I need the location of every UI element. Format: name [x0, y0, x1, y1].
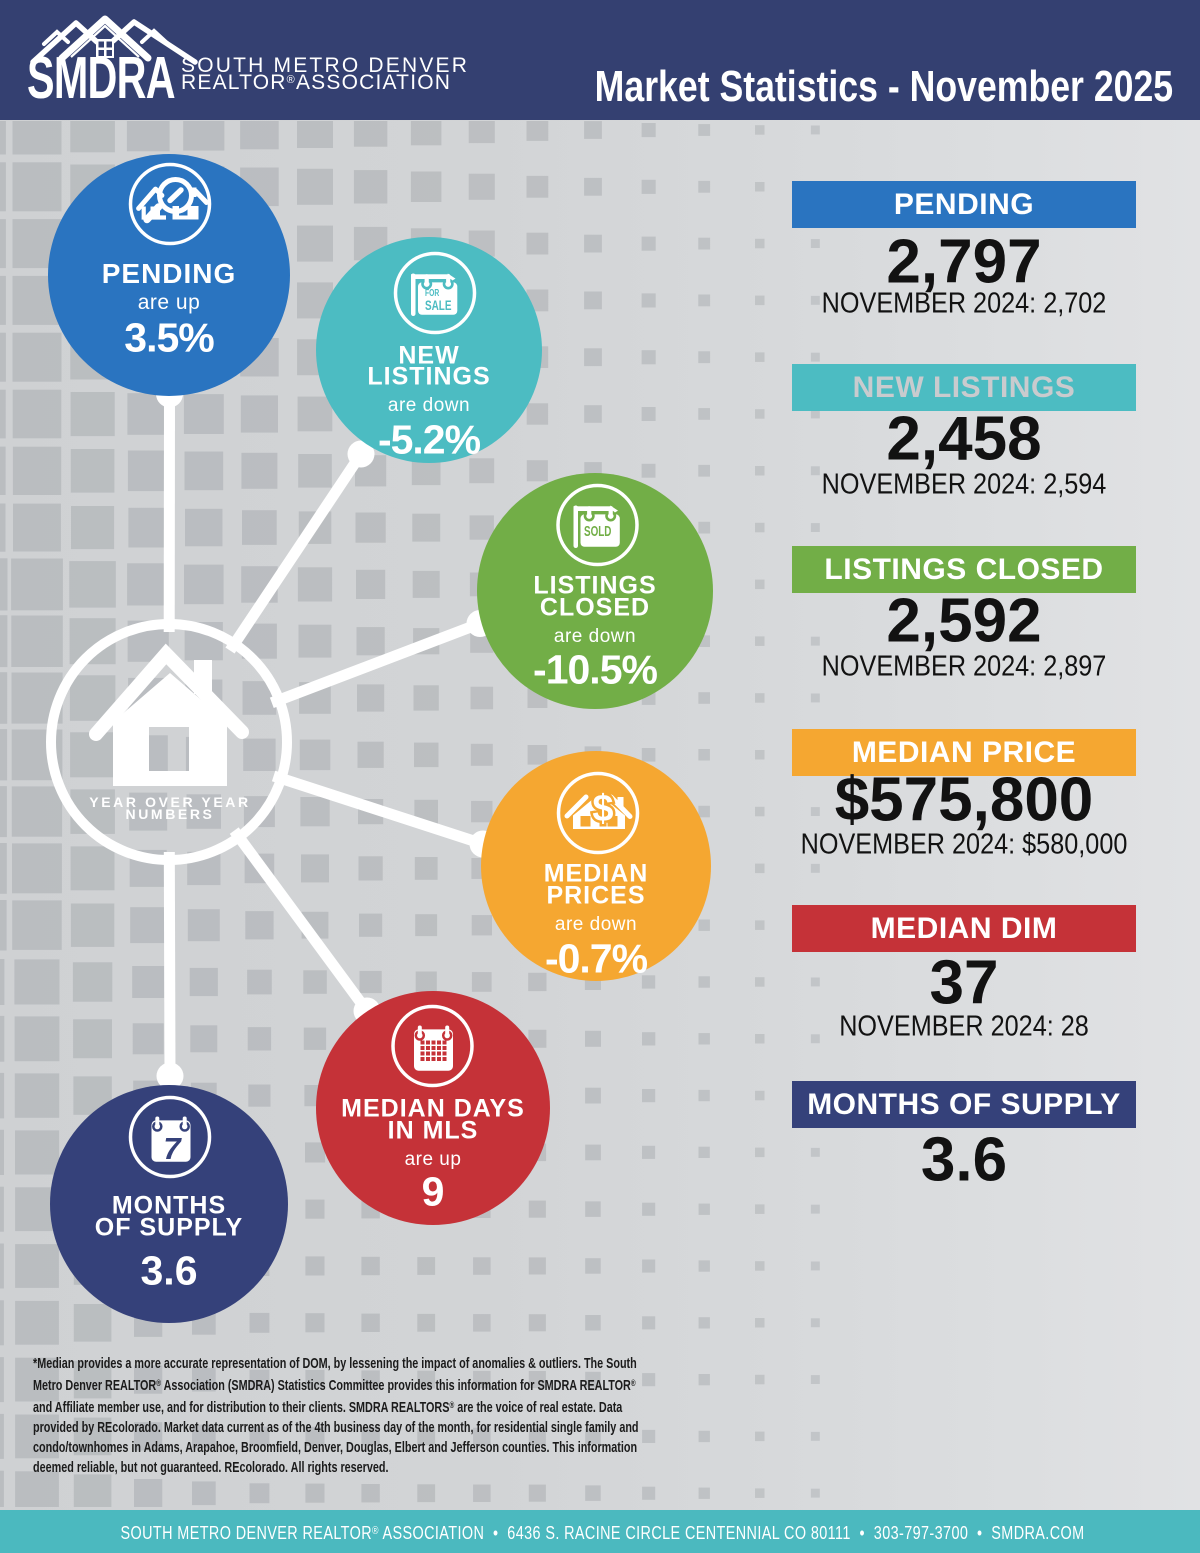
svg-text:$: $	[592, 788, 613, 830]
